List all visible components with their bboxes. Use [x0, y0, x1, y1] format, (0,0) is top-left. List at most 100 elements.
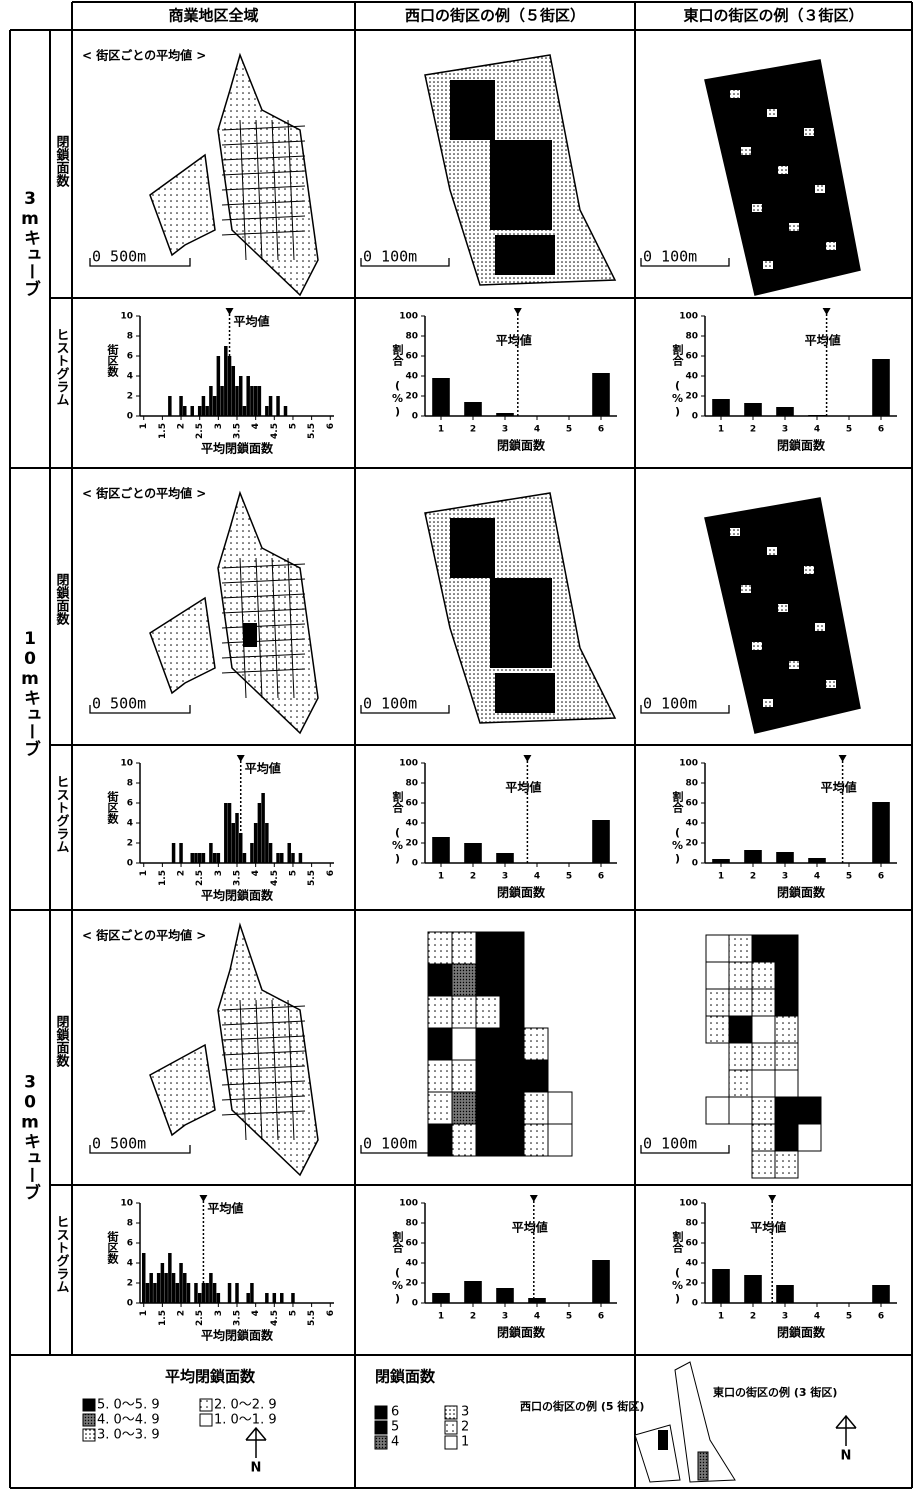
bar — [265, 1293, 269, 1303]
map-cell — [729, 989, 752, 1016]
map-block — [705, 60, 860, 295]
map-block — [450, 518, 495, 578]
map-block — [218, 55, 318, 295]
map-cell — [729, 1043, 752, 1070]
y-tick-label: 100 — [679, 312, 698, 322]
map-block — [804, 128, 814, 136]
bar — [194, 853, 198, 863]
x-tick-label: 6 — [878, 1312, 884, 1322]
scale-label: 0 100m — [643, 695, 697, 713]
x-axis-label: 閉鎖面数 — [777, 438, 826, 453]
bar — [232, 823, 236, 863]
bar — [528, 1298, 546, 1303]
bar — [291, 853, 295, 863]
bar — [261, 793, 265, 863]
y-tick-label: 0 — [412, 412, 418, 422]
y-tick-label: 10 — [120, 759, 133, 769]
x-tick-label: 4 — [534, 425, 540, 435]
map-cell — [798, 1097, 821, 1124]
x-tick-label: 6 — [878, 872, 884, 882]
map-block — [815, 185, 825, 193]
x-tick-label: 1 — [718, 1312, 724, 1322]
map-cell — [729, 1097, 752, 1124]
y-tick-label: 4 — [127, 1259, 133, 1269]
map-block — [778, 604, 788, 612]
legend-label: 5. 0～5. 9 — [97, 1398, 160, 1413]
y-tick-label: 100 — [679, 1199, 698, 1209]
y-tick-label: 0 — [127, 859, 133, 869]
map-cell — [729, 1070, 752, 1097]
y-tick-label: 40 — [685, 372, 698, 382]
scale-label: 0 500m — [92, 695, 146, 713]
bar — [183, 1273, 187, 1303]
legend-swatch — [200, 1414, 212, 1426]
x-tick-label: 5.5 — [307, 870, 317, 886]
bar — [179, 1263, 183, 1303]
x-tick-label: 6 — [598, 425, 604, 435]
x-tick-label: 6 — [326, 423, 336, 429]
bar — [183, 406, 187, 416]
x-tick-label: 2 — [177, 1310, 187, 1316]
y-tick-label: 0 — [412, 1299, 418, 1309]
map-cell — [428, 1124, 452, 1156]
x-tick-label: 1 — [438, 872, 444, 882]
y-tick-label: 80 — [405, 332, 418, 342]
map-cell — [775, 962, 798, 989]
map-cell — [476, 1124, 500, 1156]
bar — [213, 1283, 217, 1303]
bar — [168, 396, 172, 416]
figure: 商業地区全域西口の街区の例（５街区）東口の街区の例（３街区）3mキューブ閉鎖面数… — [0, 0, 917, 1491]
y-tick-label: 60 — [405, 352, 418, 362]
map-cell — [476, 964, 500, 996]
y-tick-label: 0 — [412, 859, 418, 869]
legend-label: 2. 0～2. 9 — [214, 1398, 277, 1413]
bar — [299, 853, 303, 863]
x-tick-label: 3 — [214, 1310, 224, 1316]
x-axis-label: 平均閉鎖面数 — [201, 888, 274, 903]
key-map — [698, 1452, 708, 1480]
map-block — [150, 1045, 215, 1135]
x-tick-label: 4 — [251, 423, 261, 429]
mean-marker — [768, 1195, 776, 1202]
x-tick-label: 5 — [846, 425, 852, 435]
y-axis-label: 割合 (%) — [671, 1230, 685, 1305]
x-tick-label: 5 — [566, 1312, 572, 1322]
legend-label: 東口の街区の例 (3 街区) — [713, 1385, 837, 1399]
bar — [224, 346, 228, 416]
column-header: 西口の街区の例（５街区） — [405, 7, 585, 25]
bar — [592, 373, 610, 416]
y-tick-label: 40 — [685, 1259, 698, 1269]
map-cell — [775, 1043, 798, 1070]
map-cell — [476, 1028, 500, 1060]
map-block — [815, 623, 825, 631]
map-cell — [798, 1124, 821, 1151]
y-tick-label: 60 — [685, 799, 698, 809]
map-block — [767, 547, 777, 555]
north-arrow — [246, 1428, 266, 1458]
map-block — [450, 80, 495, 140]
mean-marker — [823, 308, 831, 315]
bar — [235, 386, 239, 416]
map-cell — [775, 1151, 798, 1178]
map-cell — [428, 964, 452, 996]
bar — [202, 853, 206, 863]
scale-label: 0 500m — [92, 1135, 146, 1153]
legend-label: 1 — [461, 1435, 469, 1450]
y-tick-label: 40 — [405, 1259, 418, 1269]
map-block — [218, 493, 318, 733]
y-tick-label: 100 — [399, 759, 418, 769]
column-header: 東口の街区の例（３街区） — [683, 7, 863, 25]
map-cell — [476, 1060, 500, 1092]
bar — [187, 1283, 191, 1303]
map-block — [495, 235, 555, 275]
map-cell — [752, 1097, 775, 1124]
map-cell — [706, 1016, 729, 1043]
annotation: 平均値 — [505, 780, 541, 795]
map-cell — [500, 1060, 524, 1092]
y-tick-label: 6 — [127, 1239, 133, 1249]
y-tick-label: 100 — [399, 312, 418, 322]
y-tick-label: 20 — [405, 392, 418, 402]
x-tick-label: 4.5 — [270, 870, 280, 886]
bar — [194, 1283, 198, 1303]
y-tick-label: 20 — [685, 1279, 698, 1289]
